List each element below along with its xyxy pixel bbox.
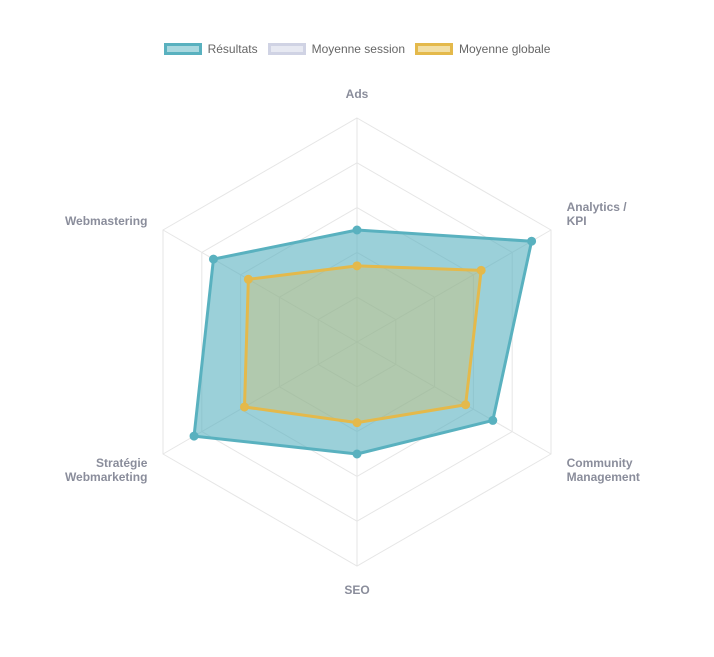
axis-label-line: Webmarketing <box>65 470 147 484</box>
series-point <box>461 400 471 410</box>
series-area-2 <box>242 264 483 425</box>
axis-label: Webmastering <box>65 214 147 228</box>
series-point <box>352 261 362 271</box>
series-point <box>527 236 537 246</box>
legend-item-moyenne-globale[interactable]: Moyenne globale <box>415 42 550 56</box>
chart-legend: Résultats Moyenne session Moyenne global… <box>0 42 714 56</box>
axis-label: Analytics / KPI <box>567 200 628 228</box>
axis-label-line: Stratégie <box>96 456 148 470</box>
legend-item-resultats[interactable]: Résultats <box>163 42 258 56</box>
radar-axis-labels: Ads Analytics / KPI Community Management SEO S… <box>65 87 640 597</box>
axis-label: SEO <box>344 583 369 597</box>
axis-label-line: Management <box>567 470 640 484</box>
axis-label: Stratégie Webmarketing <box>65 456 148 484</box>
series-point <box>239 402 249 412</box>
axis-label-line: Analytics / <box>567 200 628 214</box>
axis-label-line: Ads <box>346 87 369 101</box>
axis-label-line: Community <box>567 456 633 470</box>
series-point <box>352 225 362 235</box>
legend-swatch-resultats <box>163 43 202 55</box>
series-point <box>476 265 486 275</box>
series-point <box>352 418 362 428</box>
legend-label-resultats: Résultats <box>207 42 258 56</box>
legend-label-moyenne-globale: Moyenne globale <box>459 42 551 56</box>
radar-series <box>189 225 537 459</box>
series-point <box>208 254 218 264</box>
series-point <box>352 449 362 459</box>
legend-swatch-moyenne-globale <box>415 43 453 55</box>
legend-swatch-moyenne-session <box>267 43 306 55</box>
axis-label-line: KPI <box>567 214 587 228</box>
axis-label: Community Management <box>567 456 640 484</box>
legend-item-moyenne-session[interactable]: Moyenne session <box>267 42 405 56</box>
legend-label-moyenne-session: Moyenne session <box>311 42 405 56</box>
series-point <box>243 274 253 284</box>
axis-label: Ads <box>346 87 369 101</box>
series-point <box>189 431 199 441</box>
axis-label-line: Webmastering <box>65 214 147 228</box>
series-point <box>488 415 498 425</box>
axis-label-line: SEO <box>344 583 369 597</box>
